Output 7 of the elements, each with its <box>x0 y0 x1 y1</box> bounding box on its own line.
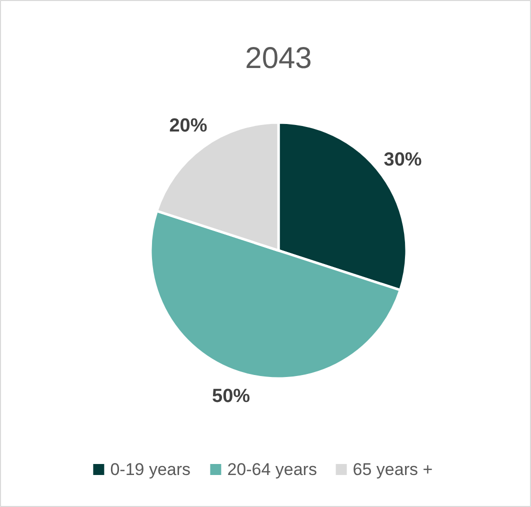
chart-title: 2043 <box>245 42 312 75</box>
data-label: 50% <box>212 386 250 408</box>
legend-label: 0-19 years <box>110 460 191 479</box>
legend-label: 65 years + <box>352 460 433 479</box>
legend-label: 20-64 years <box>227 460 317 479</box>
data-label: 30% <box>384 150 422 171</box>
data-label: 20% <box>169 116 208 137</box>
